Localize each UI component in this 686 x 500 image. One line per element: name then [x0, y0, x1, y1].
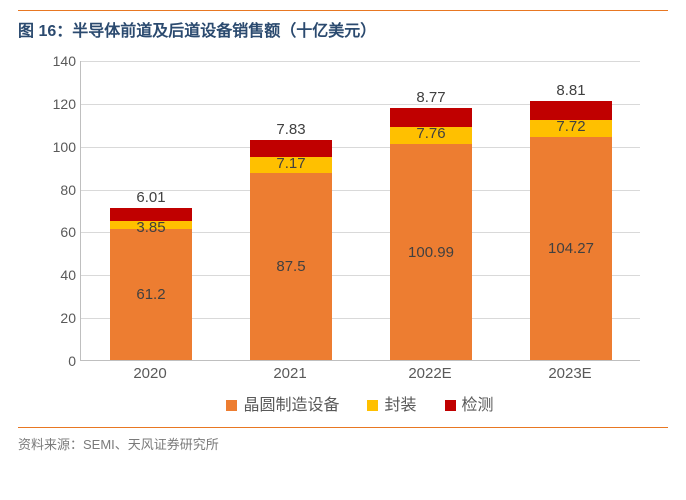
- plot-region: 61.2 3.85 6.01 87.5 7.17 7.83 100.99 7.76 8.77 10…: [80, 61, 640, 361]
- chart-area: 0 20 40 60 80 100 120 140 61.2 3.85 6.01 87.5 7.17 7…: [28, 51, 658, 421]
- bar-value-label: 7.17: [250, 155, 331, 172]
- bar-value-label: 7.83: [250, 121, 331, 138]
- legend-label: 晶圆制造设备: [243, 397, 339, 414]
- y-tick-label: 80: [28, 182, 76, 198]
- chart-title: 图 16：半导体前道及后道设备销售额（十亿美元）: [18, 23, 376, 40]
- bar-value-label: 7.72: [530, 118, 611, 135]
- y-tick-label: 120: [28, 96, 76, 112]
- y-tick-label: 40: [28, 267, 76, 283]
- bar-value-label: 61.2: [110, 286, 191, 303]
- legend-label: 检测: [462, 397, 494, 414]
- y-tick-label: 140: [28, 53, 76, 69]
- bar-value-label: 87.5: [250, 258, 331, 275]
- source-text: 资料来源：SEMI、天风证券研究所: [18, 437, 219, 452]
- x-tick-label: 2021: [273, 365, 306, 382]
- legend-item: 晶圆制造设备: [226, 391, 339, 415]
- bar-value-label: 6.01: [110, 189, 191, 206]
- bar-value-label: 8.77: [390, 89, 471, 106]
- legend: 晶圆制造设备 封装 检测: [80, 391, 640, 415]
- legend-label: 封装: [384, 397, 416, 414]
- x-tick-label: 2022E: [408, 365, 451, 382]
- bar-value-label: 104.27: [530, 240, 611, 257]
- bar-value-label: 8.81: [530, 82, 611, 99]
- legend-item: 封装: [367, 391, 416, 415]
- bar-value-label: 100.99: [390, 244, 471, 261]
- x-tick-label: 2023E: [548, 365, 591, 382]
- bar-value-label: 3.85: [110, 219, 191, 236]
- legend-item: 检测: [445, 391, 494, 415]
- legend-swatch: [445, 400, 456, 411]
- legend-swatch: [226, 400, 237, 411]
- source-row: 资料来源：SEMI、天风证券研究所: [18, 427, 668, 454]
- figure-container: 图 16：半导体前道及后道设备销售额（十亿美元） 0 20 40 60 80 100 120…: [0, 0, 686, 500]
- y-tick-label: 60: [28, 224, 76, 240]
- x-tick-label: 2020: [133, 365, 166, 382]
- y-tick-label: 20: [28, 310, 76, 326]
- y-tick-label: 100: [28, 139, 76, 155]
- gridline: [81, 61, 640, 62]
- bar-value-label: 7.76: [390, 125, 471, 142]
- legend-swatch: [367, 400, 378, 411]
- y-tick-label: 0: [28, 353, 76, 369]
- title-row: 图 16：半导体前道及后道设备销售额（十亿美元）: [18, 10, 668, 41]
